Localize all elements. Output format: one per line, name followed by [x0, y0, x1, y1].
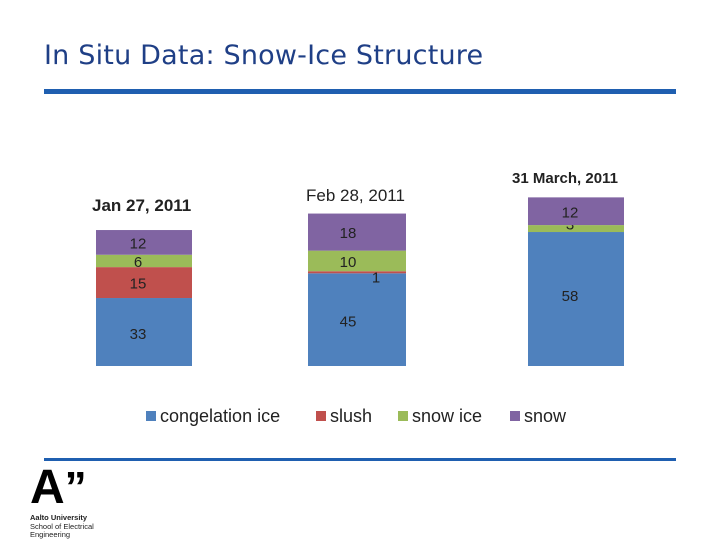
- date-label-3: 31 March, 2011: [512, 170, 618, 187]
- bar-segment-snow-2: [308, 213, 406, 251]
- date-label-2: Feb 28, 2011: [306, 186, 405, 205]
- bar-segment-snow-ice-2: [308, 250, 406, 272]
- bar-segment-snow-3: [528, 197, 624, 226]
- bar-segment-snow-1: [96, 230, 192, 255]
- logo-school-line1: School of Electrical: [30, 521, 94, 531]
- bar-segment-congelation-ice-2: [308, 273, 406, 366]
- data-label-snow-2: 18: [340, 225, 357, 242]
- bar-segment-slush-1: [96, 267, 192, 299]
- data-label-snow-1: 12: [130, 235, 147, 252]
- data-label-snow-ice-2: 10: [340, 254, 357, 271]
- logo-university: Aalto University: [30, 513, 88, 522]
- logo-school-line2: Engineering: [30, 530, 71, 539]
- legend-label-snow: snow: [524, 406, 567, 426]
- data-label-snow-ice-1: 6: [134, 254, 142, 271]
- bar-segment-congelation-ice-3: [528, 232, 624, 366]
- aalto-logo: A” Aalto University School of Electrical…: [30, 461, 94, 540]
- data-label-snow-3: 12: [562, 204, 579, 221]
- legend-swatch-congelation-ice: [146, 411, 156, 421]
- bar-segment-snow-ice-3: [528, 225, 624, 233]
- legend-label-snow-ice: snow ice: [412, 406, 482, 426]
- legend-swatch-snow-ice: [398, 411, 408, 421]
- data-label-congelation-ice-2: 45: [340, 313, 357, 330]
- aalto-logo-text: Aalto University School of Electrical En…: [30, 513, 94, 540]
- bar-segment-slush-2: [308, 271, 406, 274]
- data-label-congelation-ice-1: 33: [130, 326, 147, 343]
- data-label-congelation-ice-3: 58: [562, 288, 579, 305]
- page-title: In Situ Data: Snow-Ice Structure: [44, 40, 484, 71]
- data-label-slush-1: 15: [130, 276, 147, 293]
- bar-segment-congelation-ice-1: [96, 298, 192, 366]
- legend-swatch-snow: [510, 411, 520, 421]
- date-label-1: Jan 27, 2011: [92, 196, 191, 215]
- legend-label-congelation-ice: congelation ice: [160, 406, 280, 426]
- legend-swatch-slush: [316, 411, 326, 421]
- footer-rule: [44, 458, 676, 461]
- data-label-slush-2: 1: [372, 269, 380, 286]
- legend-label-slush: slush: [330, 406, 372, 426]
- title-underline: [44, 89, 676, 94]
- aalto-logo-mark: A”: [30, 461, 87, 514]
- bar-segment-snow-ice-1: [96, 254, 192, 268]
